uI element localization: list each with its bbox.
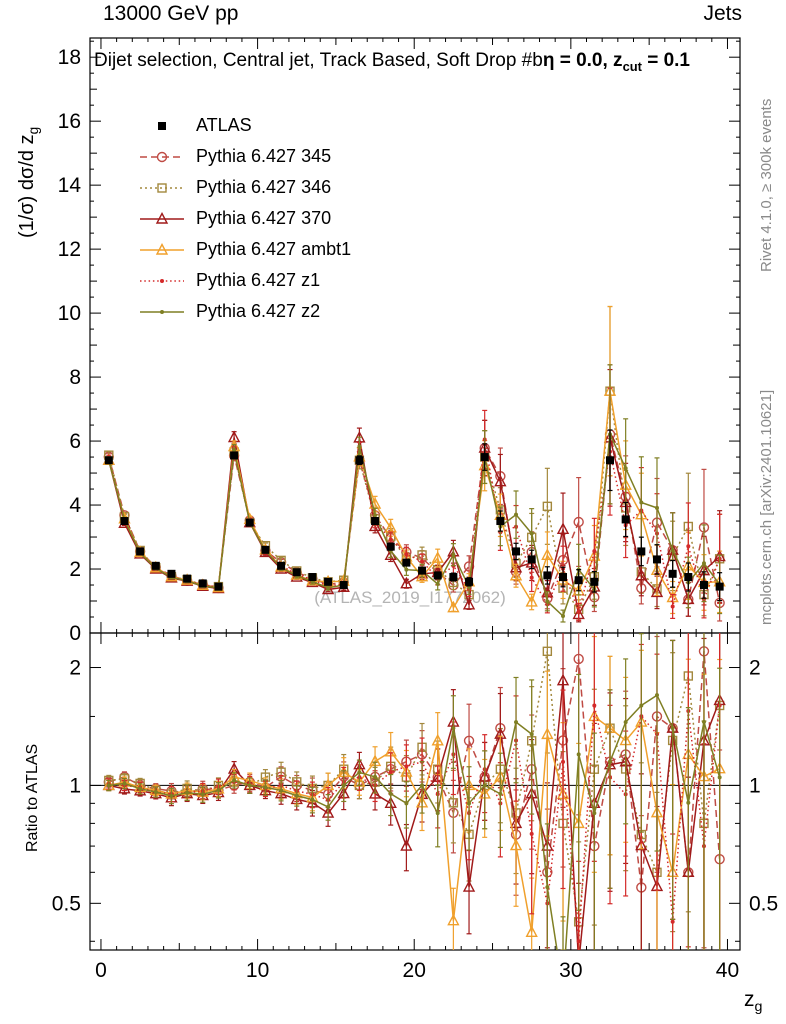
legend-marker-atlas [158, 121, 166, 130]
legend-marker-6 [140, 309, 184, 314]
x-axis-label: zg [744, 988, 763, 1016]
legend-marker-4 [140, 242, 184, 255]
svg-text:12: 12 [58, 238, 81, 261]
svg-text:40: 40 [716, 959, 739, 982]
legend-item: Pythia 6.427 370 [138, 203, 351, 234]
svg-text:18: 18 [58, 46, 81, 69]
legend-label: ATLAS [196, 115, 252, 135]
svg-text:4: 4 [69, 494, 81, 517]
y-axis-label-main: (1/σ) dσ/d zg [16, 126, 41, 238]
svg-text:10: 10 [246, 959, 269, 982]
series-main-4 [102, 305, 726, 615]
header-process: Jets [703, 2, 742, 25]
svg-text:0.5: 0.5 [749, 892, 778, 915]
series-main-1 [103, 364, 725, 622]
svg-text:8: 8 [69, 366, 81, 389]
legend-label: Pythia 6.427 ambt1 [196, 239, 352, 259]
legend-item: Pythia 6.427 z1 [138, 265, 351, 296]
series-main-2 [104, 305, 725, 620]
svg-text:1: 1 [69, 774, 81, 797]
plot-title-emph: η = 0.0, zcut = 0.1 [542, 50, 690, 74]
legend-marker-3 [140, 211, 184, 224]
legend: ATLAS Pythia 6.427 345 Pythia 6.427 346 Pyt… [138, 110, 351, 327]
legend-item: Pythia 6.427 345 [138, 141, 351, 172]
svg-text:1: 1 [749, 774, 761, 797]
legend-marker-2 [140, 182, 184, 193]
legend-item: ATLAS [138, 110, 351, 141]
legend-item: Pythia 6.427 ambt1 [138, 234, 351, 265]
legend-label: Pythia 6.427 z2 [196, 301, 321, 321]
svg-text:0.5: 0.5 [52, 892, 81, 915]
svg-text:6: 6 [69, 430, 81, 453]
plot-title-prefix: Dijet selection, Central jet, Track Base… [94, 50, 543, 71]
ratio-panel-series [102, 633, 726, 950]
legend-label: Pythia 6.427 z1 [196, 270, 321, 290]
svg-text:0: 0 [95, 959, 107, 982]
svg-text:10: 10 [58, 302, 81, 325]
plot-title: Dijet selection, Central jet, Track Base… [94, 50, 690, 74]
ratio-panel-frame [89, 632, 741, 951]
svg-text:20: 20 [403, 959, 426, 982]
header-beam-energy: 13000 GeV pp [103, 2, 239, 25]
series-main-atlas [104, 429, 724, 602]
series-ratio-6 [106, 633, 723, 950]
svg-text:14: 14 [58, 174, 82, 197]
legend-label: Pythia 6.427 370 [196, 208, 332, 228]
svg-text:2: 2 [69, 558, 81, 581]
legend-marker-1 [140, 151, 184, 162]
main-panel-series [102, 305, 726, 623]
y-axis-label-ratio: Ratio to ATLAS [24, 743, 41, 852]
svg-text:2: 2 [69, 657, 81, 680]
legend-item: Pythia 6.427 z2 [138, 296, 351, 327]
svg-text:30: 30 [559, 959, 582, 982]
rivet-version-note: Rivet 4.1.0, ≥ 300k events [758, 98, 775, 272]
watermark: (ATLAS_2019_I1772062) [314, 588, 506, 607]
svg-text:2: 2 [749, 657, 761, 680]
legend-item: Pythia 6.427 346 [138, 172, 351, 203]
svg-text:0: 0 [69, 622, 81, 645]
svg-text:16: 16 [58, 110, 81, 133]
mcplots-reference-note: mcplots.cern.ch [arXiv:2401.10621] [758, 389, 775, 625]
legend-label: Pythia 6.427 345 [196, 146, 332, 166]
legend-label: Pythia 6.427 346 [196, 177, 332, 197]
legend-marker-5 [140, 278, 184, 283]
